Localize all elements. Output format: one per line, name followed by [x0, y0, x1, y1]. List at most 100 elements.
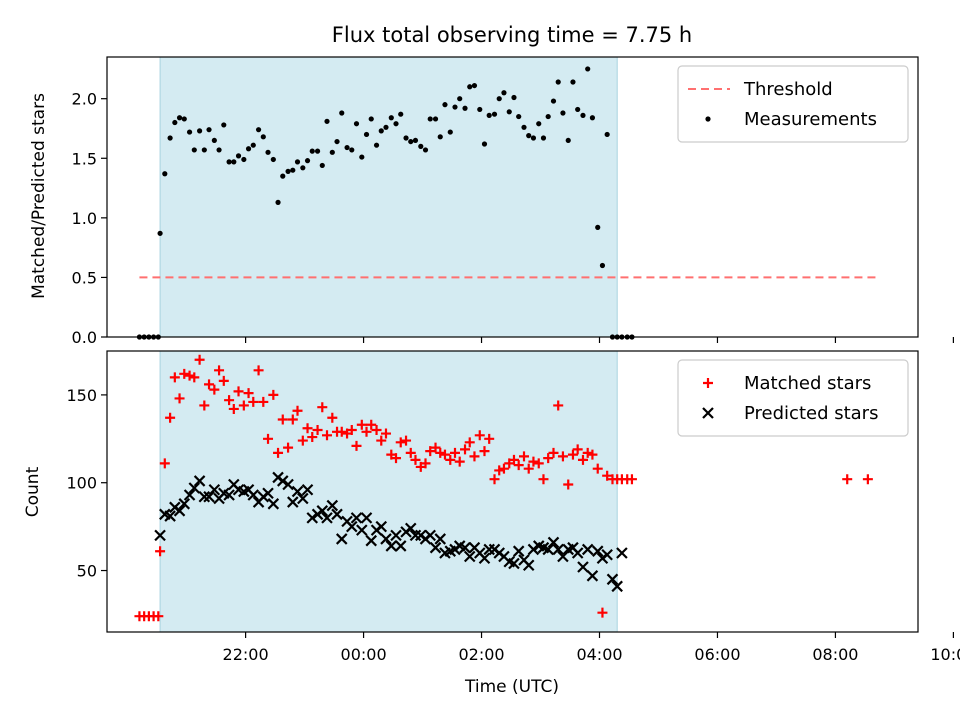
data-point — [360, 512, 373, 524]
y-tick-label: 100 — [66, 474, 97, 493]
data-point — [577, 454, 588, 465]
data-point — [376, 435, 387, 446]
count-panel: 50 100 150 22:00 00:00 02:00 04:00 06:00 08:00 10… — [66, 350, 960, 664]
data-point — [575, 106, 581, 113]
data-point — [516, 113, 522, 120]
data-point — [238, 400, 249, 411]
data-point — [304, 158, 311, 164]
data-point — [301, 483, 314, 496]
y-axis-label-ratio: Matched/Predicted stars — [29, 93, 49, 299]
data-point — [211, 137, 217, 144]
data-point — [273, 447, 284, 458]
data-point — [167, 135, 173, 141]
y-tick-label: 2.0 — [72, 90, 97, 109]
data-point — [418, 143, 424, 149]
data-point — [345, 520, 358, 533]
data-point — [463, 550, 476, 563]
data-point — [186, 129, 193, 135]
data-point — [322, 430, 333, 441]
data-point — [522, 559, 535, 572]
data-point — [317, 402, 328, 413]
data-point — [477, 106, 483, 113]
data-point — [302, 423, 313, 434]
x-axis-label: Time (UTC) — [464, 677, 559, 697]
data-point — [511, 94, 517, 101]
data-point — [336, 426, 347, 437]
data-point — [335, 533, 348, 545]
data-point — [404, 522, 417, 535]
data-point — [486, 112, 492, 118]
data-point — [425, 446, 436, 457]
data-point — [478, 552, 491, 565]
data-point — [277, 414, 288, 425]
data-point — [862, 474, 873, 485]
data-point — [434, 533, 447, 545]
data-point — [527, 543, 540, 556]
data-point — [153, 611, 164, 622]
data-point — [351, 440, 362, 451]
data-point — [548, 447, 559, 458]
y-tick-label: 150 — [66, 386, 97, 405]
data-point — [214, 365, 225, 376]
legend-label: Predicted stars — [744, 403, 878, 424]
data-point — [331, 508, 343, 521]
data-point — [481, 141, 488, 147]
data-point — [447, 129, 453, 135]
data-point — [523, 463, 534, 474]
data-point — [422, 147, 429, 153]
data-point — [324, 118, 330, 124]
data-point — [155, 546, 166, 557]
data-point — [307, 432, 318, 443]
data-point — [285, 168, 291, 174]
data-point — [479, 446, 490, 457]
data-point — [616, 547, 628, 559]
data-point — [491, 111, 498, 117]
data-point — [571, 547, 584, 559]
data-point — [283, 442, 294, 453]
data-point — [462, 105, 468, 111]
data-point — [460, 444, 471, 455]
data-point — [226, 159, 232, 165]
data-point — [580, 112, 586, 118]
data-point — [365, 534, 378, 547]
data-point — [356, 524, 368, 536]
chart-title: Flux total observing time = 7.75 h — [332, 23, 692, 47]
data-point — [353, 121, 360, 127]
data-point — [430, 442, 441, 453]
data-point — [420, 458, 431, 469]
data-point — [329, 149, 335, 155]
data-point — [542, 543, 554, 556]
data-point — [496, 96, 502, 102]
data-point — [291, 485, 304, 498]
data-point — [601, 548, 613, 561]
data-point — [344, 144, 350, 151]
data-point — [533, 458, 544, 469]
data-point — [545, 113, 551, 120]
data-point — [159, 458, 170, 469]
data-point — [253, 365, 264, 376]
data-point — [199, 400, 210, 411]
data-point — [395, 437, 406, 448]
data-point — [290, 167, 296, 173]
plot-frame — [106, 56, 919, 338]
data-point — [557, 451, 568, 462]
data-point — [577, 561, 589, 573]
data-point — [611, 580, 623, 593]
data-point — [268, 389, 279, 400]
data-point — [191, 147, 197, 153]
data-point — [375, 520, 388, 533]
legend-label: Matched stars — [744, 373, 871, 394]
data-point — [383, 124, 389, 130]
data-point — [469, 451, 480, 462]
data-point — [276, 475, 289, 487]
data-point — [565, 137, 571, 144]
data-point — [560, 110, 566, 116]
data-point — [521, 124, 527, 130]
data-point — [442, 102, 448, 108]
data-point — [265, 149, 271, 155]
data-point — [350, 512, 363, 524]
data-point — [567, 449, 578, 460]
data-point — [321, 512, 333, 524]
data-point — [378, 128, 384, 134]
